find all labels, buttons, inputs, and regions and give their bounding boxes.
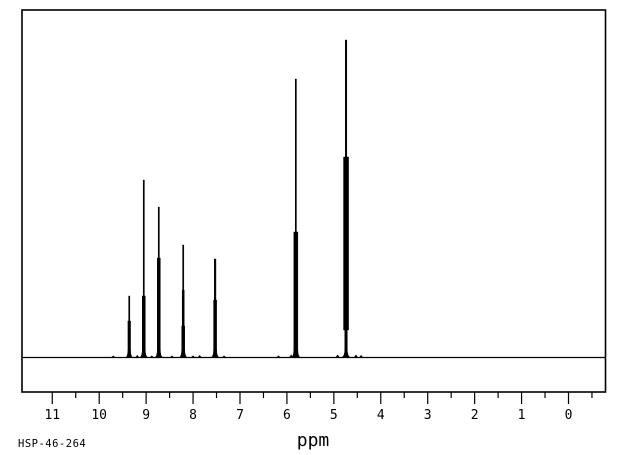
nmr-peak <box>210 258 220 358</box>
x-tick-label: 9 <box>142 408 150 423</box>
nmr-peak <box>125 295 133 358</box>
nmr-peak <box>154 206 163 358</box>
x-tick-label: 4 <box>377 408 385 423</box>
x-tick-label: 7 <box>236 408 244 423</box>
nmr-peak <box>179 244 188 358</box>
plot-frame <box>21 9 607 393</box>
nmr-peak <box>291 78 301 358</box>
x-tick-label: 3 <box>424 408 432 423</box>
sample-id-label: HSP-46-264 <box>18 438 87 450</box>
satellite-bump <box>149 355 154 358</box>
x-tick-label: 2 <box>471 408 479 423</box>
x-axis-title: ppm <box>296 430 330 451</box>
satellite-bump <box>111 355 116 358</box>
x-tick-label: 11 <box>44 408 60 423</box>
x-tick-label: 6 <box>283 408 291 423</box>
satellite-bump <box>190 355 196 358</box>
x-tick-label: 10 <box>91 408 107 423</box>
satellite-bump <box>221 355 227 358</box>
x-tick-label: 0 <box>565 408 573 423</box>
satellite-bump <box>358 355 364 358</box>
satellite-bump <box>335 354 340 358</box>
satellite-bump <box>135 355 140 358</box>
nmr-peak <box>341 39 351 358</box>
satellite-bump <box>353 354 359 358</box>
satellite-bump <box>197 355 202 358</box>
satellite-bump <box>276 355 281 358</box>
x-tick-label: 5 <box>330 408 338 423</box>
satellite-bump <box>288 354 294 358</box>
satellite-bump <box>169 355 175 358</box>
x-tick-label: 8 <box>189 408 197 423</box>
nmr-peak <box>139 179 148 358</box>
x-tick-label: 1 <box>518 408 526 423</box>
